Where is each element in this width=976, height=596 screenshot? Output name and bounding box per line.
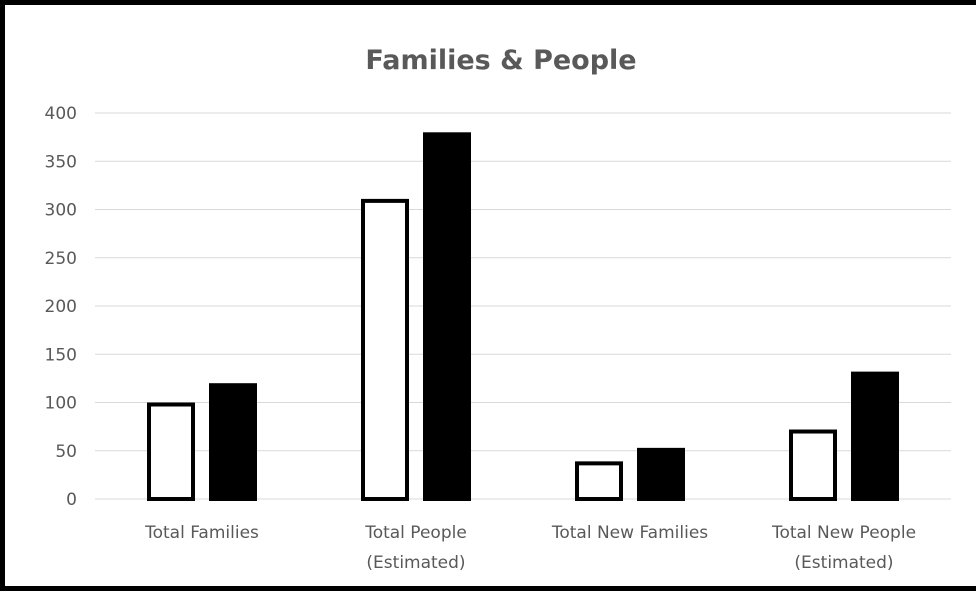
y-tick-label-350: 350 (45, 152, 77, 172)
bar-series1-cat2 (363, 201, 407, 499)
chart-title: Families & People (365, 45, 636, 76)
bar-series2-cat3 (639, 450, 683, 499)
bar-series2-cat1 (211, 385, 255, 499)
bar-series2-cat4 (853, 374, 897, 499)
x-category-label-4-line-1: Total New People (771, 523, 916, 543)
y-tick-label-0: 0 (66, 490, 77, 510)
y-tick-label-150: 150 (45, 345, 77, 365)
bar-series1-cat3 (577, 463, 621, 499)
y-tick-label-300: 300 (45, 201, 77, 221)
y-tick-label-400: 400 (45, 104, 77, 124)
y-tick-label-250: 250 (45, 249, 77, 269)
y-axis-tick-labels: 0 50 100 150 200 250 300 350 400 (45, 104, 77, 510)
y-tick-label-200: 200 (45, 297, 77, 317)
bar-series2-cat2 (425, 134, 469, 499)
x-category-label-2-line-1: Total People (364, 523, 467, 543)
x-category-label-1-line-1: Total Families (144, 523, 259, 543)
x-category-label-4-line-2: (Estimated) (794, 553, 893, 573)
x-category-label-3-line-1: Total New Families (551, 523, 708, 543)
y-tick-label-50: 50 (55, 442, 77, 462)
chart-svg: Families & People 0 50 100 150 200 250 300 350 4… (5, 5, 976, 596)
bar-series1-cat4 (791, 432, 835, 499)
x-axis-category-labels: Total Families Total People (Estimated) Tot… (144, 523, 916, 573)
x-category-label-2-line-2: (Estimated) (366, 553, 465, 573)
bars (149, 134, 897, 499)
y-tick-label-100: 100 (45, 394, 77, 414)
bar-series1-cat1 (149, 405, 193, 500)
